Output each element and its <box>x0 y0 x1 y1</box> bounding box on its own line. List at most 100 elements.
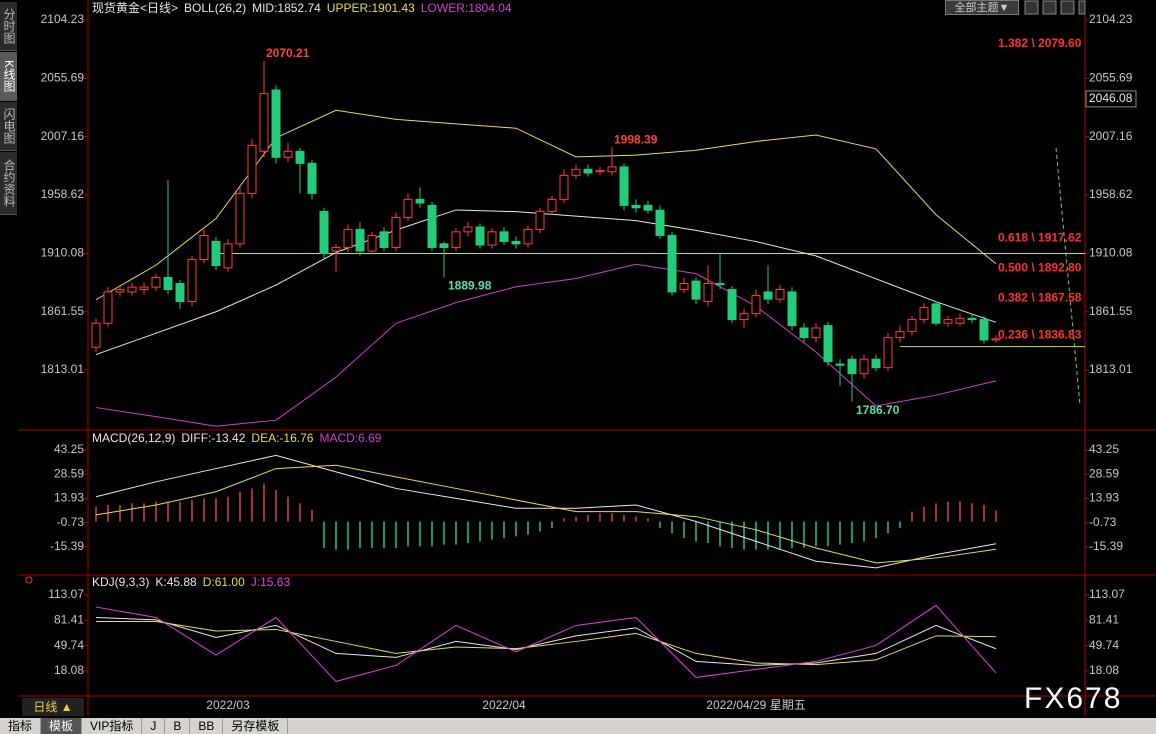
y-tick-label: 2104.23 <box>41 12 85 26</box>
y-tick-label: 18.08 <box>54 663 84 677</box>
y-tick-label: 81.41 <box>54 612 84 626</box>
candle-body <box>739 313 749 321</box>
indicator-line <box>95 109 997 301</box>
candle-body <box>115 289 125 293</box>
candle-body <box>163 277 173 291</box>
candle-body <box>283 150 293 158</box>
candle-body <box>271 89 281 158</box>
candle-body <box>259 93 269 152</box>
y-tick-label: 2007.16 <box>1089 129 1133 143</box>
x-tick-label: 2022/04 <box>482 698 526 712</box>
candle-body <box>211 240 221 266</box>
candle-body <box>619 166 629 206</box>
candle-body <box>331 246 341 252</box>
candle-body <box>223 243 233 269</box>
candle-body <box>643 204 653 211</box>
candle-body <box>883 337 893 369</box>
tab[interactable]: B <box>165 718 191 734</box>
y-tick-label: 1861.55 <box>1089 304 1133 318</box>
candle-body <box>895 331 905 339</box>
period-selector[interactable]: 日线 ▲ <box>22 698 84 716</box>
candle-body <box>787 291 797 327</box>
y-tick-label: 1958.62 <box>1089 187 1133 201</box>
candle-body <box>391 216 401 248</box>
y-tick-label: 49.74 <box>54 638 84 652</box>
y-tick-label: 18.08 <box>1089 663 1119 677</box>
candle-body <box>679 283 689 291</box>
candle-body <box>631 204 641 209</box>
legend-entry: MACD:6.69 <box>319 431 381 445</box>
candle-body <box>907 319 917 333</box>
candle-body <box>127 286 137 293</box>
candle-body <box>247 144 257 194</box>
tab[interactable]: VIP指标 <box>82 718 143 734</box>
candle-body <box>763 291 773 300</box>
window-button[interactable] <box>1024 0 1039 15</box>
candle-body <box>103 291 113 324</box>
tab[interactable]: 指标 <box>0 718 42 734</box>
legend-entry: J:15.63 <box>251 575 291 589</box>
sidebar-tab[interactable]: 分时图 <box>0 2 17 51</box>
y-tick-label: 1910.08 <box>41 246 85 260</box>
candle-body <box>151 277 161 288</box>
candle-body <box>403 198 413 218</box>
annotation: 1786.70 <box>856 403 900 417</box>
y-tick-label: 28.59 <box>1089 466 1119 480</box>
annotation: 1998.39 <box>614 132 658 146</box>
sidebar-tab[interactable]: 合约资料 <box>0 152 17 215</box>
legend-entry: MID:1852.74 <box>252 1 321 15</box>
tab[interactable]: J <box>142 718 166 734</box>
candle-body <box>871 358 881 369</box>
y-tick-label: 1813.01 <box>1089 362 1133 376</box>
candle-body <box>847 358 857 375</box>
indicator-icon <box>25 576 33 584</box>
y-tick-label: 13.93 <box>54 491 84 505</box>
candle-body <box>175 283 185 303</box>
legend-entry: DEA:-16.76 <box>251 431 313 445</box>
legend-entry: LOWER:1804.04 <box>421 1 512 15</box>
indicator-line <box>95 454 997 569</box>
sidebar-tab[interactable]: 闪电图 <box>0 102 17 151</box>
y-tick-label: -15.39 <box>1089 539 1123 553</box>
x-tick-label: 2022/04/29 星期五 <box>706 698 805 712</box>
legend-entry: KDJ(9,3,3) <box>92 575 149 589</box>
candle-body <box>703 283 713 303</box>
candle-body <box>295 150 305 164</box>
legend-entry: K:45.88 <box>155 575 197 589</box>
tab[interactable]: BB <box>190 718 224 734</box>
window-button[interactable] <box>1042 0 1057 15</box>
window-button[interactable] <box>1078 0 1086 15</box>
x-tick-label: 2022/03 <box>206 698 250 712</box>
candle-body <box>919 307 929 321</box>
theme-button[interactable]: 全部主题▼ <box>945 0 1019 15</box>
candle-body <box>607 166 617 173</box>
candle-body <box>427 204 437 248</box>
legend-entry: UPPER:1901.43 <box>327 1 415 15</box>
fib-label: 1.382 \ 2079.60 <box>998 36 1082 50</box>
candle-body <box>235 192 245 245</box>
y-tick-label: 13.93 <box>1089 491 1119 505</box>
tab[interactable]: 模板 <box>41 718 83 734</box>
candle-body <box>415 198 425 204</box>
price-marker: 2046.08 <box>1089 91 1133 105</box>
tab[interactable]: 另存模板 <box>223 718 289 734</box>
candle-body <box>595 170 605 173</box>
candle-body <box>199 234 209 260</box>
legend-entry: 现货黄金<日线> <box>92 0 178 15</box>
indicator-line <box>95 209 997 356</box>
window-button[interactable] <box>1060 0 1075 15</box>
trend-line <box>1055 147 1081 406</box>
annotation: 2070.21 <box>266 46 310 60</box>
candle-body <box>319 210 329 254</box>
watermark: FX678 <box>1024 682 1123 715</box>
y-tick-label: 28.59 <box>54 466 84 480</box>
legend-entry: D:61.00 <box>203 575 245 589</box>
candle-body <box>451 231 461 248</box>
y-tick-label: 43.25 <box>1089 442 1119 456</box>
y-tick-label: 1861.55 <box>41 304 85 318</box>
candle-body <box>715 283 725 286</box>
y-tick-label: 2104.23 <box>1089 12 1133 26</box>
candle-body <box>91 322 101 348</box>
sidebar-tab[interactable]: K线图 <box>0 52 17 101</box>
fib-label: 0.618 \ 1917.62 <box>998 230 1082 244</box>
